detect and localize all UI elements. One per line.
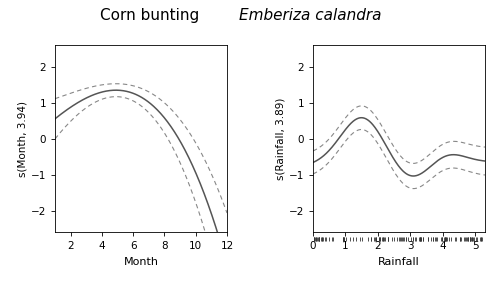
X-axis label: Month: Month — [124, 257, 158, 267]
Y-axis label: s(Month, 3.94): s(Month, 3.94) — [18, 101, 28, 177]
Text: Emberiza calandra: Emberiza calandra — [239, 8, 382, 23]
Y-axis label: s(Rainfall, 3.89): s(Rainfall, 3.89) — [276, 97, 286, 180]
X-axis label: Rainfall: Rainfall — [378, 257, 420, 267]
Text: Corn bunting: Corn bunting — [100, 8, 200, 23]
